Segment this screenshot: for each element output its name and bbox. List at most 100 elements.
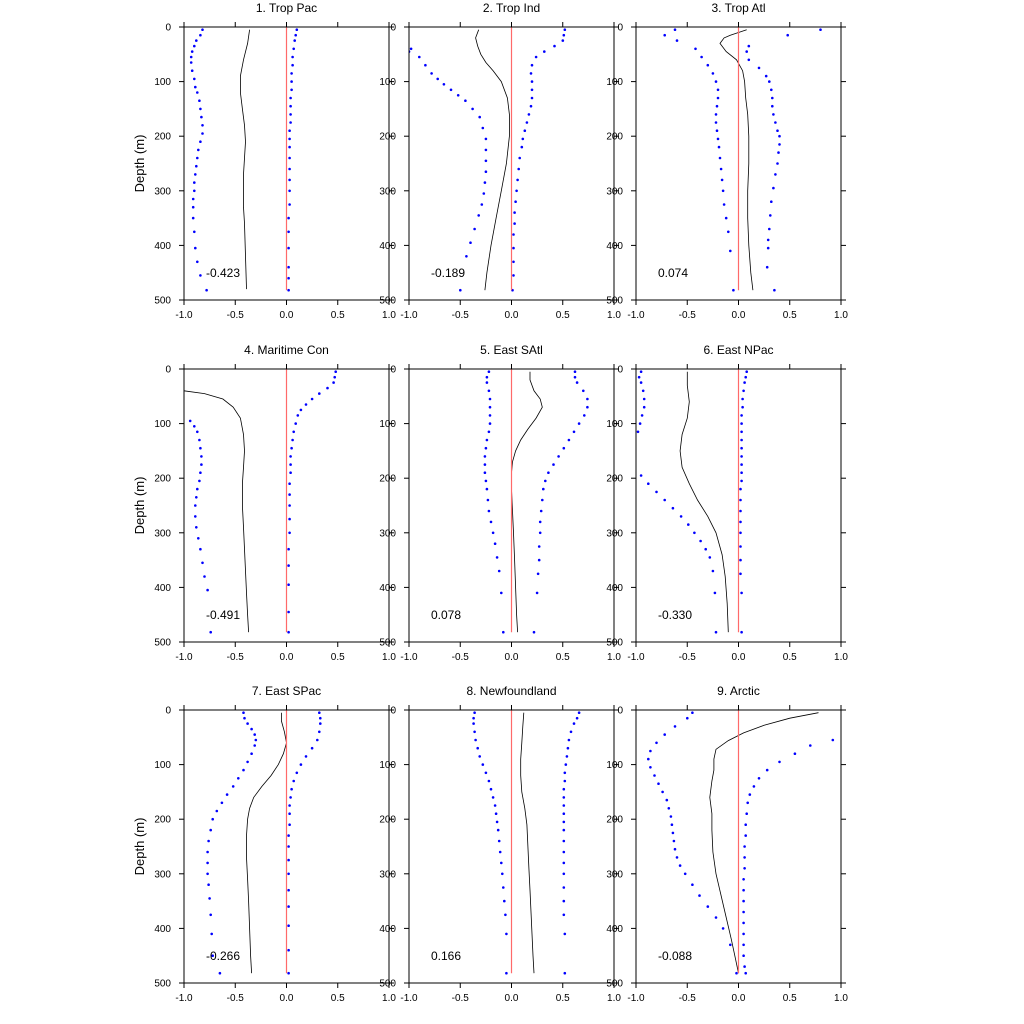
bound-dot — [333, 375, 337, 379]
bound-dot — [193, 77, 196, 81]
bound-dot — [752, 785, 756, 788]
y-tick-label: 300 — [379, 186, 396, 197]
series-3 — [287, 28, 299, 292]
bound-dot — [713, 591, 717, 595]
bound-dot — [745, 50, 748, 53]
bound-dot — [694, 47, 697, 51]
bound-dot — [744, 375, 747, 379]
bound-dot — [743, 845, 746, 848]
bound-dot — [724, 216, 728, 220]
y-tick-label: 0 — [390, 706, 396, 717]
bound-dot — [745, 370, 748, 374]
bound-dot — [489, 520, 493, 524]
series-2 — [189, 28, 208, 292]
bound-dot — [485, 438, 489, 442]
bound-dot — [552, 463, 555, 466]
y-tick-label: 200 — [154, 132, 171, 143]
bound-dot — [484, 159, 488, 163]
bound-dot — [525, 121, 529, 124]
bound-dot — [553, 44, 556, 48]
panel-2: 2. Trop Ind -1.0 -0.5 0.0 0.5 1.0 0 100 200 300 40… — [379, 1, 621, 321]
bound-dot — [464, 99, 467, 102]
bound-dot — [564, 763, 568, 766]
bound-dot — [675, 856, 679, 859]
bound-dot — [288, 823, 291, 826]
bound-dot — [640, 414, 644, 417]
y-tick-label: 200 — [379, 474, 396, 485]
y-tick-label: 0 — [617, 23, 623, 34]
bound-dot — [201, 132, 204, 135]
x-tick-label: 0.0 — [280, 993, 294, 1004]
series-2 — [409, 47, 488, 292]
bound-dot — [310, 397, 314, 401]
bound-dot — [778, 760, 781, 764]
bound-dot — [740, 430, 743, 434]
bound-dot — [565, 755, 569, 758]
y-tick-label: 400 — [154, 241, 171, 252]
bound-dot — [647, 482, 650, 486]
bound-dot — [706, 905, 710, 908]
bound-dot — [487, 779, 491, 783]
bound-dot — [505, 971, 508, 975]
x-tick-label: 0.5 — [556, 652, 570, 663]
bound-dot — [288, 493, 291, 496]
x-tick-label: 0.0 — [280, 652, 294, 663]
y-tick-label: 200 — [154, 474, 171, 485]
bound-dot — [562, 828, 566, 832]
bound-dot — [242, 711, 245, 714]
bound-dot — [678, 864, 682, 867]
bound-dot — [287, 276, 290, 280]
bound-dot — [786, 33, 789, 37]
bound-dot — [562, 820, 566, 824]
bound-dot — [563, 771, 567, 775]
panel-3: 3. Trop Atl -1.0 -0.5 0.0 0.5 1.0 0 100 200 300 40… — [606, 1, 848, 321]
bound-dot — [250, 752, 253, 755]
bound-dot — [744, 971, 747, 975]
bound-dot — [292, 779, 296, 783]
x-tick-label: 0.5 — [556, 310, 570, 321]
bound-dot — [663, 498, 666, 502]
bound-dot — [502, 630, 505, 634]
bound-dot — [577, 711, 581, 714]
bound-dot — [483, 181, 487, 184]
bound-dot — [642, 397, 646, 401]
y-tick-label: 500 — [606, 979, 623, 990]
bound-dot — [493, 542, 497, 545]
bound-dot — [473, 730, 476, 734]
bound-dot — [287, 858, 290, 862]
bound-dot — [717, 145, 721, 149]
bound-dot — [538, 520, 542, 524]
bound-dot — [778, 134, 781, 138]
bound-dot — [819, 28, 822, 32]
bound-dot — [757, 66, 761, 70]
bound-dot — [485, 381, 489, 384]
x-tick-label: 0.0 — [732, 652, 746, 663]
y-tick-label: 300 — [379, 528, 396, 539]
bound-dot — [740, 438, 743, 442]
x-tick-label: -0.5 — [679, 993, 697, 1004]
bound-dot — [486, 498, 490, 502]
bound-dot — [488, 405, 492, 409]
bound-dot — [530, 80, 534, 83]
bound-dot — [670, 823, 674, 826]
y-tick-label: 100 — [154, 77, 171, 88]
x-tick-label: -1.0 — [175, 310, 193, 321]
mean-profile-line — [511, 371, 543, 633]
bound-dot — [739, 487, 742, 491]
bound-dot — [289, 121, 292, 124]
bound-dot — [296, 414, 300, 417]
bound-dot — [478, 755, 482, 758]
bound-dot — [199, 33, 202, 37]
bound-dot — [742, 899, 745, 903]
y-tick-label: 300 — [154, 528, 171, 539]
bound-dot — [210, 932, 213, 936]
bound-dot — [739, 531, 742, 535]
x-tick-label: 0.0 — [280, 310, 294, 321]
bound-dot — [527, 113, 531, 116]
bound-dot — [771, 96, 774, 100]
bound-dot — [563, 971, 567, 975]
x-tick-label: 0.0 — [505, 652, 519, 663]
bound-dot — [316, 738, 319, 742]
bound-dot — [295, 771, 299, 775]
bound-dot — [740, 414, 743, 417]
